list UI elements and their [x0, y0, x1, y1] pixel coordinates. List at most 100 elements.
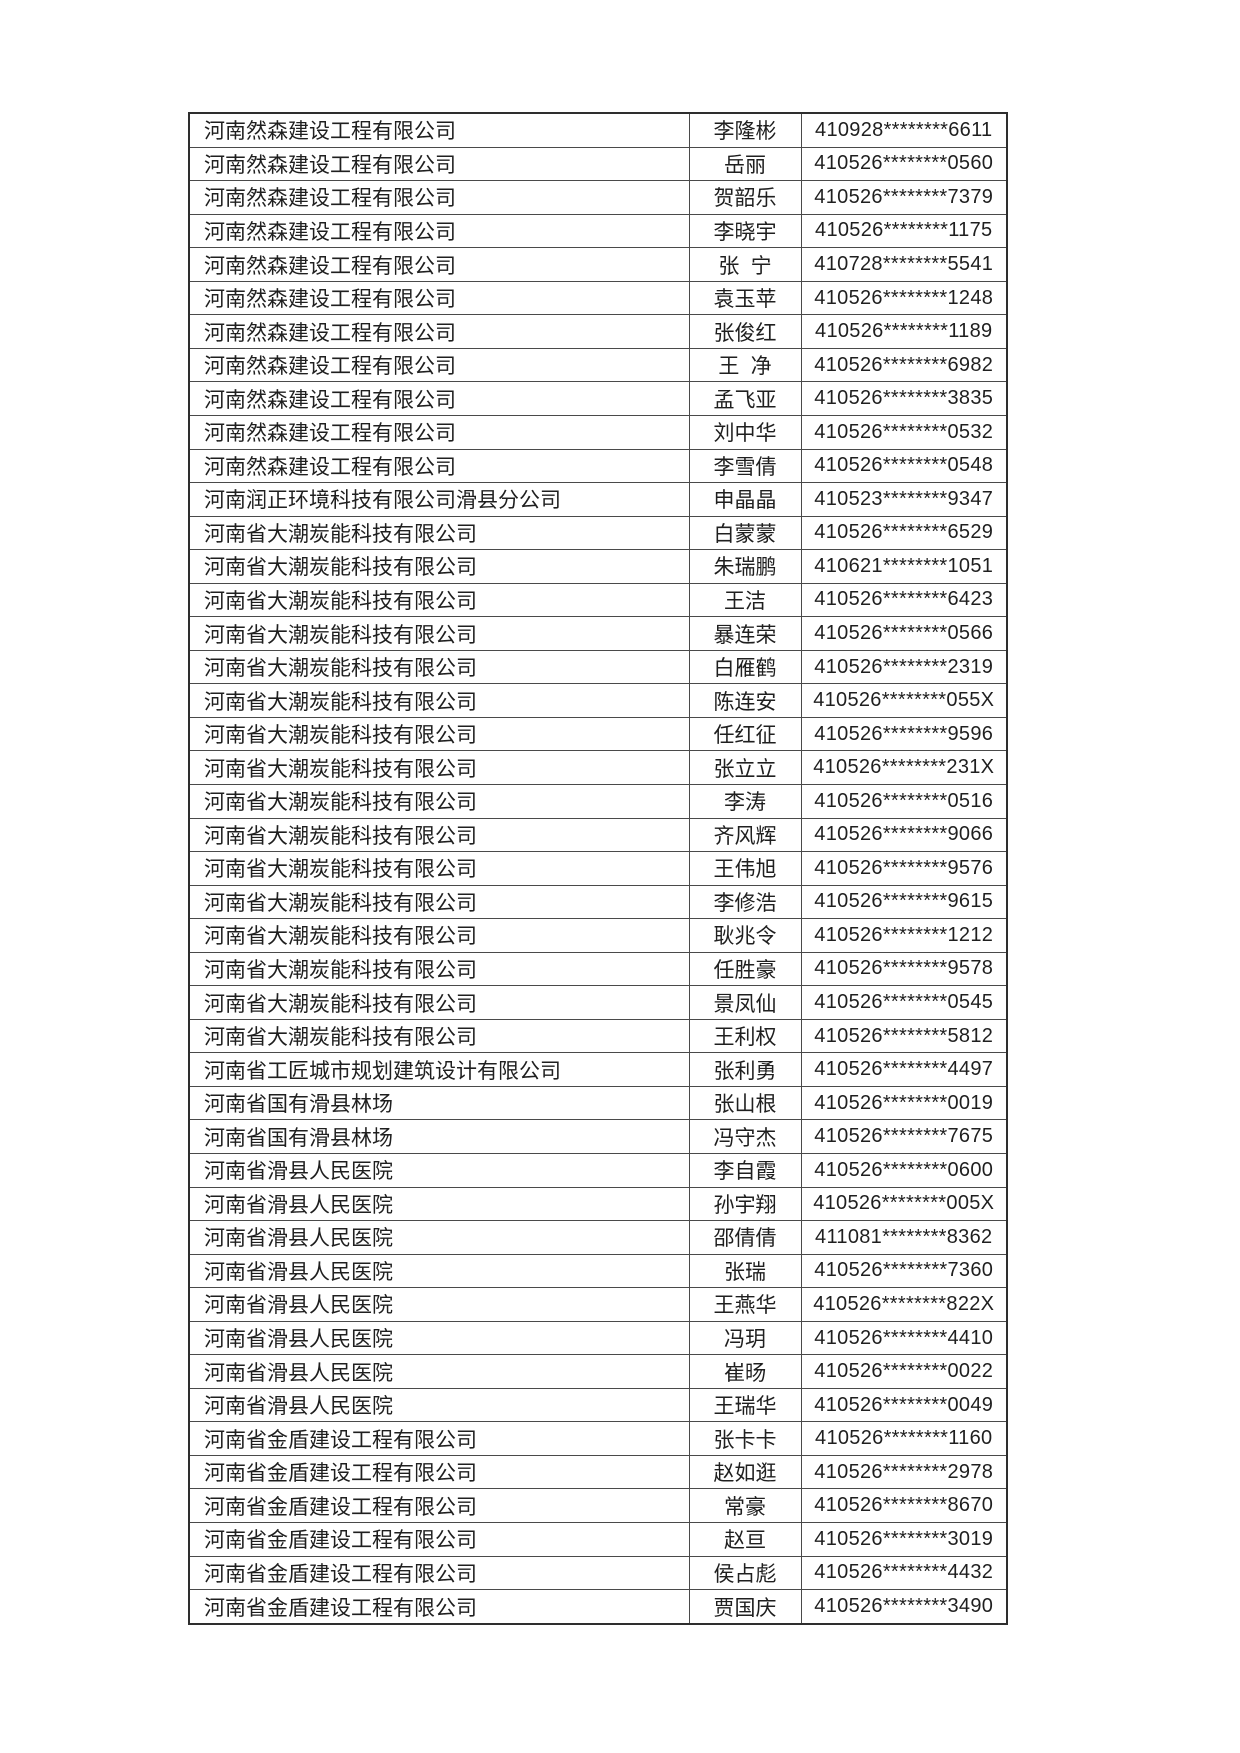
id-number-cell: 410526********9615: [800, 884, 1008, 920]
person-name-cell: 景凤仙: [688, 985, 802, 1020]
id-number-cell: 410621********1051: [800, 549, 1008, 584]
table-row: 河南然森建设工程有限公司 岳丽 410526********0560: [188, 146, 1008, 182]
table-row: 河南省大潮炭能科技有限公司 王利权 410526********5812: [188, 1018, 1008, 1054]
company-name-cell: 河南省滑县人民医院: [188, 1287, 690, 1322]
id-number-cell: 410526********005X: [800, 1186, 1008, 1222]
person-name-cell: 申晶晶: [688, 482, 802, 517]
person-name-cell: 张山根: [688, 1085, 802, 1121]
company-name-cell: 河南省大潮炭能科技有限公司: [188, 515, 690, 551]
table-row: 河南然森建设工程有限公司王 净 410526********6982: [188, 347, 1008, 383]
company-name-cell: 河南省滑县人民医院: [188, 1253, 690, 1289]
company-name-cell: 河南省国有滑县林场: [188, 1119, 690, 1154]
table-row: 河南省工匠城市规划建筑设计有限公司 张利勇 410526********4497: [188, 1052, 1008, 1087]
id-number-cell: 410526********4497: [800, 1052, 1008, 1087]
person-name-cell: 常豪: [688, 1488, 802, 1524]
table-row: 河南省滑县人民医院 邵倩倩 411081********8362: [188, 1220, 1008, 1255]
company-name-cell: 河南省滑县人民医院: [188, 1387, 690, 1423]
person-name-cell: 贾国庆: [688, 1589, 802, 1625]
person-name-cell: 齐风辉: [688, 817, 802, 853]
table-row: 河南省大潮炭能科技有限公司 李涛 410526********0516: [188, 783, 1008, 819]
company-name-cell: 河南然森建设工程有限公司: [188, 414, 690, 450]
person-name-cell: 崔旸: [688, 1354, 802, 1389]
person-name-cell: 张俊红: [688, 314, 802, 349]
table-row: 河南省滑县人民医院 崔旸 410526********0022: [188, 1354, 1008, 1389]
id-number-cell: 410526********9066: [800, 817, 1008, 853]
id-number-cell: 410526********8670: [800, 1488, 1008, 1524]
table-row: 河南省滑县人民医院 王燕华 410526********822X: [188, 1287, 1008, 1322]
person-name-cell: 张 宁: [688, 247, 802, 282]
person-name-cell: 邵倩倩: [688, 1220, 802, 1255]
company-name-cell: 河南省金盾建设工程有限公司: [188, 1421, 690, 1456]
company-name-cell: 河南省大潮炭能科技有限公司: [188, 616, 690, 651]
id-number-cell: 410526********3490: [800, 1589, 1008, 1625]
table-row: 河南省金盾建设工程有限公司 贾国庆 410526********3490: [188, 1589, 1008, 1625]
id-number-cell: 410526********0516: [800, 783, 1008, 819]
table-row: 河南省大潮炭能科技有限公司 任红征 410526********9596: [188, 716, 1008, 752]
company-name-cell: 河南省大潮炭能科技有限公司: [188, 750, 690, 785]
id-number-cell: 410526********0532: [800, 414, 1008, 450]
id-number-cell: 410526********0566: [800, 616, 1008, 651]
person-name-cell: 任红征: [688, 716, 802, 752]
company-name-cell: 河南省滑县人民医院: [188, 1320, 690, 1356]
company-name-cell: 河南省大潮炭能科技有限公司: [188, 985, 690, 1020]
company-name-cell: 河南省大潮炭能科技有限公司: [188, 549, 690, 584]
company-name-cell: 河南省大潮炭能科技有限公司: [188, 582, 690, 618]
person-name-cell: 袁玉苹: [688, 280, 802, 316]
company-name-cell: 河南省大潮炭能科技有限公司: [188, 716, 690, 752]
table-row: 河南省大潮炭能科技有限公司 白雁鹤 410526********2319: [188, 649, 1008, 685]
person-name-cell: 张卡卡: [688, 1421, 802, 1456]
table-row: 河南省滑县人民医院 张瑞 410526********7360: [188, 1253, 1008, 1289]
table-row: 河南然森建设工程有限公司 刘中华 410526********0532: [188, 414, 1008, 450]
company-name-cell: 河南然森建设工程有限公司: [188, 314, 690, 349]
table-row: 河南省金盾建设工程有限公司 侯占彪 410526********4432: [188, 1555, 1008, 1591]
company-name-cell: 河南省大潮炭能科技有限公司: [188, 851, 690, 886]
table-row: 河南省滑县人民医院 李自霞 410526********0600: [188, 1153, 1008, 1188]
table-row: 河南润正环境科技有限公司滑县分公司 申晶晶 410523********9347: [188, 482, 1008, 517]
table-row: 河南省国有滑县林场 张山根 410526********0019: [188, 1085, 1008, 1121]
id-number-cell: 410526********1175: [800, 213, 1008, 249]
id-number-cell: 410526********1189: [800, 314, 1008, 349]
id-number-cell: 410526********3835: [800, 381, 1008, 416]
person-name-cell: 王燕华: [688, 1287, 802, 1322]
table-row: 河南省滑县人民医院 冯玥 410526********4410: [188, 1320, 1008, 1356]
id-number-cell: 410526********0049: [800, 1387, 1008, 1423]
company-name-cell: 河南省大潮炭能科技有限公司: [188, 884, 690, 920]
company-name-cell: 河南省金盾建设工程有限公司: [188, 1488, 690, 1524]
company-name-cell: 河南省滑县人民医院: [188, 1354, 690, 1389]
company-name-cell: 河南省大潮炭能科技有限公司: [188, 683, 690, 718]
person-name-cell: 李隆彬: [688, 112, 802, 148]
table-body: 河南然森建设工程有限公司 李隆彬 410928********6611 河南然森建设工…: [188, 112, 1008, 1625]
table-row: 河南省大潮炭能科技有限公司 任胜豪 410526********9578: [188, 951, 1008, 987]
person-name-cell: 白蒙蒙: [688, 515, 802, 551]
company-name-cell: 河南省金盾建设工程有限公司: [188, 1522, 690, 1557]
table-row: 河南然森建设工程有限公司 李晓宇 410526********1175: [188, 213, 1008, 249]
person-name-cell: 冯玥: [688, 1320, 802, 1356]
table-row: 河南省大潮炭能科技有限公司 暴连荣 410526********0566: [188, 616, 1008, 651]
table-row: 河南然森建设工程有限公司 李隆彬 410928********6611: [188, 112, 1008, 148]
id-number-cell: 410526********6423: [800, 582, 1008, 618]
company-name-cell: 河南润正环境科技有限公司滑县分公司: [188, 482, 690, 517]
person-name-cell: 李晓宇: [688, 213, 802, 249]
person-name-cell: 冯守杰: [688, 1119, 802, 1154]
id-number-cell: 410526********6982: [800, 347, 1008, 383]
id-number-cell: 410526********9596: [800, 716, 1008, 752]
person-name-cell: 李修浩: [688, 884, 802, 920]
table-row: 河南省金盾建设工程有限公司 赵亘 410526********3019: [188, 1522, 1008, 1557]
id-number-cell: 410526********7360: [800, 1253, 1008, 1289]
id-number-cell: 410526********0019: [800, 1085, 1008, 1121]
person-name-cell: 贺韶乐: [688, 180, 802, 215]
person-name-cell: 赵如逛: [688, 1454, 802, 1490]
company-name-cell: 河南省工匠城市规划建筑设计有限公司: [188, 1052, 690, 1087]
table-row: 河南省大潮炭能科技有限公司 朱瑞鹏 410621********1051: [188, 549, 1008, 584]
person-name-cell: 赵亘: [688, 1522, 802, 1557]
id-number-cell: 410526********2978: [800, 1454, 1008, 1490]
id-number-cell: 410523********9347: [800, 482, 1008, 517]
table-row: 河南省大潮炭能科技有限公司 耿兆令 410526********1212: [188, 918, 1008, 953]
person-name-cell: 王 净: [688, 347, 802, 383]
table-row: 河南省大潮炭能科技有限公司 王伟旭 410526********9576: [188, 851, 1008, 886]
person-name-cell: 任胜豪: [688, 951, 802, 987]
company-name-cell: 河南省大潮炭能科技有限公司: [188, 1018, 690, 1054]
table-row: 河南然森建设工程有限公司 贺韶乐 410526********7379: [188, 180, 1008, 215]
company-name-cell: 河南省大潮炭能科技有限公司: [188, 783, 690, 819]
